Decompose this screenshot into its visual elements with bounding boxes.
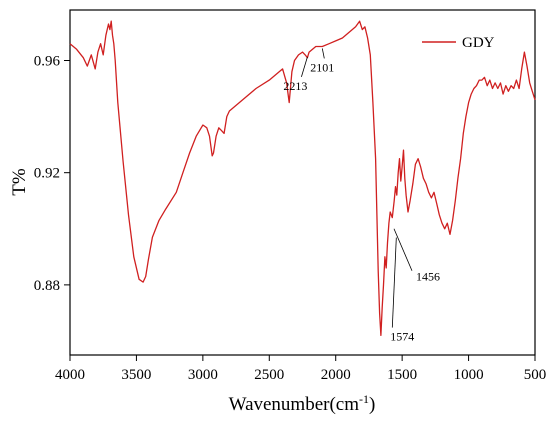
x-ticks: 4000 3500 3000 2500 2000 1500 1000 500: [55, 355, 546, 383]
x-tick-label: 500: [524, 367, 547, 383]
annotation-label: 2101: [310, 60, 334, 74]
legend-label: GDY: [462, 35, 495, 51]
x-tick-label: 3500: [121, 367, 151, 383]
y-ticks: 0.88 0.92 0.96: [34, 53, 70, 294]
y-tick-label: 0.96: [34, 53, 61, 69]
annotation-leader: [301, 56, 308, 77]
series-layer: [69, 20, 536, 337]
x-tick-label: 1500: [387, 367, 417, 383]
x-axis-title-main: Wavenumber(cm: [229, 394, 360, 415]
x-tick-label: 2500: [254, 367, 284, 383]
y-tick-label: 0.92: [34, 166, 60, 182]
plot-frame: [69, 9, 536, 356]
annotation-leader: [321, 48, 325, 59]
x-tick-label: 4000: [55, 367, 85, 383]
annotation-label: 1456: [416, 270, 440, 284]
x-tick-label: 3000: [188, 367, 218, 383]
series-line-gdy: [69, 20, 536, 337]
y-tick-label: 0.88: [34, 278, 60, 294]
legend: GDY: [422, 35, 495, 51]
x-axis-title-superscript: -1: [359, 392, 369, 406]
annotation-leader: [391, 237, 397, 328]
x-axis-title-end: ): [369, 394, 375, 415]
x-tick-label: 2000: [321, 367, 351, 383]
y-axis-title: T%: [9, 168, 30, 196]
annotation-leader: [393, 228, 413, 271]
x-axis-title: Wavenumber(cm-1): [229, 392, 376, 415]
annotation-label: 2213: [283, 79, 307, 93]
annotation-label: 1574: [390, 330, 414, 344]
x-tick-label: 1000: [454, 367, 484, 383]
